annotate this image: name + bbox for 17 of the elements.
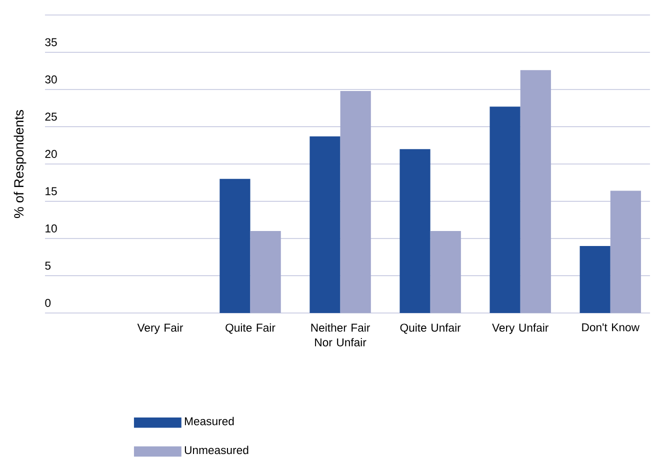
y-tick-label: 20 xyxy=(45,150,57,158)
x-tick-label: Very Fair xyxy=(137,323,184,334)
y-tick-label: 5 xyxy=(45,262,51,270)
x-tick-label: Very Unfair xyxy=(492,323,548,334)
x-tick-label: Neither Fair Nor Unfair xyxy=(311,323,370,346)
y-tick-label: 0 xyxy=(45,298,51,307)
y-tick-label: 30 xyxy=(45,75,57,84)
y-tick-label: 10 xyxy=(46,224,57,232)
legend-label: Unmeasured xyxy=(184,446,248,454)
y-tick-label: 15 xyxy=(46,187,57,196)
y-tick-label: 25 xyxy=(45,112,57,121)
x-tick-label: Quite Unfair xyxy=(400,323,461,334)
x-tick-label: Quite Fair xyxy=(226,323,276,334)
legend-label: Measured xyxy=(184,416,234,426)
y-axis-title: % of Respondents xyxy=(14,110,26,218)
y-tick-label: 35 xyxy=(45,38,57,46)
x-tick-label: Don't Know xyxy=(582,323,640,332)
